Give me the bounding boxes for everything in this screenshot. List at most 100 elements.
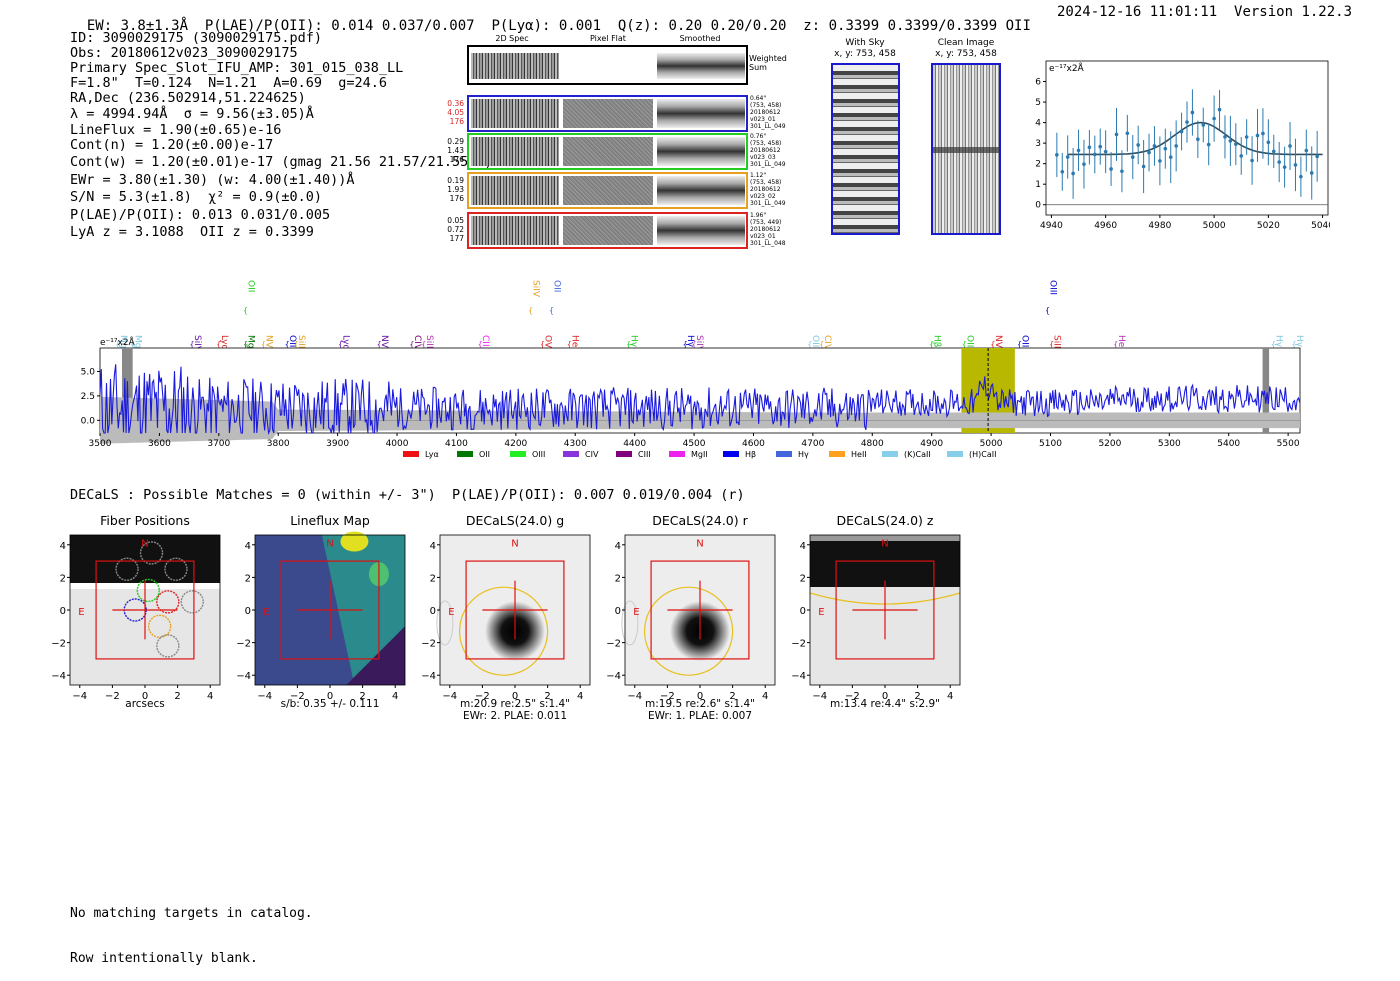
legend-swatch [882, 451, 898, 457]
decals-x-tick: 4 [762, 691, 768, 702]
east-label: E [263, 607, 269, 618]
zoom-x-tick: 4940 [1040, 221, 1063, 231]
decals-x-tick: −4 [627, 691, 642, 702]
cutout-row-scores: 0.05 0.72 177 [440, 216, 464, 243]
info-line: EWr = 3.80(±1.30) (w: 4.00(±1.40))Å [70, 172, 355, 188]
spectrum-x-tick: 4800 [861, 439, 884, 449]
decals-x-tick: −2 [475, 691, 490, 702]
spectral-line-tick: { [929, 340, 934, 349]
decals-x-tick: −4 [72, 691, 87, 702]
lineflux-peak [340, 531, 369, 552]
meta-value: 1.96" [750, 212, 767, 219]
spectral-line-tick: { [261, 340, 266, 349]
spectrum-y-tick: 5.0 [81, 367, 96, 377]
zoom-point [1065, 155, 1070, 159]
decals-y-tick: 2 [800, 573, 806, 584]
spectral-line-label: OIII [964, 335, 974, 350]
zoom-point [1293, 163, 1298, 167]
zoom-point [1158, 159, 1162, 163]
info-line: Primary Spec_Slot_IFU_AMP: 301_015_038_L… [70, 60, 404, 76]
footer-note: No matching targets in catalog. Row inte… [70, 876, 313, 981]
meta-value: 0.64" [750, 95, 767, 102]
zoom-point [1071, 171, 1075, 176]
cutout-row-frame [467, 133, 748, 170]
info-line: P(LAE)/P(OII): 0.013 0.031/0.005 [70, 207, 331, 223]
spectral-line-label: CIV [822, 335, 832, 351]
caption-line: m:13.4 re:4.4" s:2.9" [830, 698, 940, 710]
spectral-line-tick: { [1049, 340, 1054, 349]
decals-x-tick: 0 [327, 691, 333, 702]
info-line: F=1.8" T=0.124 N=1.21 A=0.69 g=24.6 [70, 75, 387, 91]
decals-y-tick: 4 [430, 541, 436, 552]
score-value: 0.36 [447, 99, 464, 108]
score-value: 0.29 [447, 137, 464, 146]
decals-x-tick: −2 [105, 691, 120, 702]
decals-panel-caption: s/b: 0.35 +/- 0.111 [245, 698, 415, 710]
zoom-point [1179, 129, 1184, 134]
spectral-upper-label: SiIV [531, 280, 541, 298]
legend-swatch [723, 451, 739, 457]
spectral-line-tick: { [819, 340, 824, 349]
zoom-point [1315, 154, 1319, 159]
zoom-point [1288, 144, 1292, 148]
legend-swatch [669, 451, 685, 457]
spectral-line-tick: { [1113, 340, 1118, 349]
decals-panel-title: Lineflux Map [290, 513, 370, 528]
decals-x-tick: 0 [882, 691, 888, 702]
zoom-point [1255, 133, 1260, 138]
score-value: 1.43 [447, 146, 464, 155]
spectral-line-tick: { [683, 340, 688, 349]
decals-aperture-ellipse [458, 586, 549, 676]
meta-value: 301_LL_049 [750, 200, 786, 207]
decals-x-tick: −2 [660, 691, 675, 702]
spectral-upper-tick: { [1045, 306, 1050, 315]
cutout-row-frame [467, 212, 748, 249]
north-label: N [881, 538, 888, 549]
spectral-line-tick: { [338, 340, 343, 349]
fiber-circle [156, 590, 180, 614]
col-label-smoothed: Smoothed [679, 34, 721, 43]
zoom-point [1163, 146, 1168, 151]
zoom-point [1120, 169, 1124, 174]
spectral-upper-label: OII [551, 280, 561, 292]
decals-x-tick: −4 [812, 691, 827, 702]
zoom-point [1201, 123, 1206, 127]
decals-aperture-ellipse [643, 586, 734, 676]
legend-swatch [947, 451, 963, 457]
decals-y-tick: 0 [800, 606, 806, 617]
header-timestamp: 2024-12-16 11:01:11 Version 1.22.3 [1057, 4, 1352, 20]
zoom-x-tick: 5020 [1257, 221, 1280, 231]
header-summary: EW: 3.8±1.3Å P(LAE)/P(OII): 0.014 0.037/… [70, 2, 1031, 34]
spectral-line-tick: { [567, 340, 572, 349]
search-box [95, 560, 195, 660]
spectral-line-label: OII [287, 335, 297, 347]
meta-value: (753, 449) [750, 219, 782, 226]
decals-panel-caption: m:20.9 re:2.5" s:1.4" EWr: 2. PLAE: 0.011 [430, 698, 600, 722]
cutout-row-meta: 1.12" (753, 458) 20180612 v023_02 301_LL_049 [750, 172, 786, 207]
legend-label: Hγ [798, 450, 809, 459]
zoom-point [1271, 149, 1276, 154]
spectral-line-label: SiII [296, 335, 306, 349]
spectral-line-label: SiIV [192, 335, 202, 353]
legend-label: HeII [851, 450, 867, 459]
fiber-circle [164, 557, 188, 581]
east-label: E [633, 607, 639, 618]
spectral-line-label: OVI [543, 335, 553, 351]
spectral-line-label: SiII [1052, 335, 1062, 349]
spectrum-x-tick: 3900 [326, 439, 349, 449]
spectral-upper-tick: { [528, 306, 533, 315]
score-value: 176 [449, 155, 464, 164]
spectrum-line [99, 364, 1301, 435]
spectrum-x-tick: 4900 [920, 439, 943, 449]
legend-label: (H)CaII [969, 450, 996, 459]
spectrum-x-tick: 4100 [445, 439, 468, 449]
spectral-upper-label: OIII [1048, 280, 1058, 295]
version-text: Version 1.22.3 [1234, 4, 1353, 20]
spectral-line-label: Hγ [1294, 335, 1304, 348]
decals-y-tick: −2 [606, 639, 621, 650]
cutout-row-frame [467, 95, 748, 132]
zoom-x-tick: 5040 [1311, 221, 1330, 231]
footer-line-1: No matching targets in catalog. [70, 906, 313, 921]
spectral-line-tick: { [216, 340, 221, 349]
zoom-point [1125, 131, 1130, 136]
